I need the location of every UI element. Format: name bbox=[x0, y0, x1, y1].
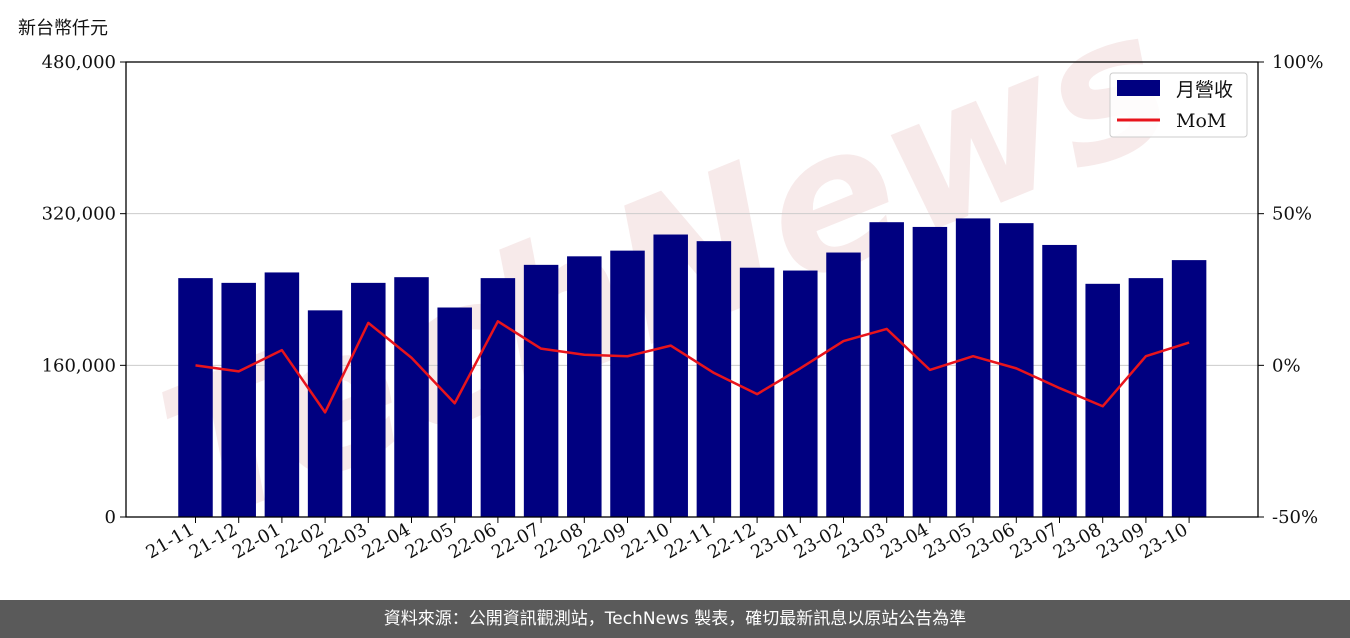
bar-22-02 bbox=[307, 310, 343, 517]
bar-22-12 bbox=[739, 267, 775, 517]
y-axis-unit-label: 新台幣仟元 bbox=[18, 18, 108, 39]
x-tick-label-23-02: 23-02 bbox=[791, 519, 846, 563]
legend-label-revenue: 月營收 bbox=[1176, 79, 1233, 101]
x-tick-label-23-08: 23-08 bbox=[1050, 519, 1105, 563]
legend-swatch-bar bbox=[1117, 80, 1160, 96]
bar-23-09 bbox=[1128, 278, 1164, 517]
y-left-tick-label: 320,000 bbox=[42, 204, 116, 225]
y-right-tick-label: 100% bbox=[1272, 52, 1323, 73]
x-tick-label-22-09: 22-09 bbox=[575, 519, 630, 563]
x-tick-label-22-11: 22-11 bbox=[661, 519, 716, 563]
x-tick-label-23-03: 23-03 bbox=[834, 519, 889, 563]
bar-23-01 bbox=[783, 270, 818, 517]
x-tick-label-23-07: 23-07 bbox=[1007, 519, 1062, 563]
y-left-tick-label: 160,000 bbox=[42, 355, 116, 376]
bar-22-08 bbox=[567, 256, 602, 517]
bar-22-06 bbox=[480, 278, 516, 517]
x-tick-label-21-11: 21-11 bbox=[143, 519, 198, 563]
bar-22-10 bbox=[653, 234, 688, 518]
x-tick-label-23-10: 23-10 bbox=[1136, 519, 1191, 563]
mom-line bbox=[195, 320, 1190, 414]
x-tick-label-23-09: 23-09 bbox=[1093, 519, 1148, 563]
bar-23-02 bbox=[826, 252, 861, 517]
x-tick-label-22-06: 22-06 bbox=[445, 519, 500, 563]
x-tick-label-22-07: 22-07 bbox=[488, 519, 543, 563]
x-tick-label-23-05: 23-05 bbox=[920, 519, 975, 563]
x-tick-label-22-08: 22-08 bbox=[531, 519, 586, 563]
x-tick-label-22-10: 22-10 bbox=[618, 519, 673, 563]
x-tick-label-23-04: 23-04 bbox=[877, 519, 932, 563]
legend-label-mom: MoM bbox=[1176, 110, 1226, 132]
x-tick-label-22-05: 22-05 bbox=[402, 519, 457, 563]
y-right-tick-label: -50% bbox=[1272, 507, 1318, 528]
bar-23-10 bbox=[1171, 260, 1207, 517]
bar-22-07 bbox=[523, 264, 559, 517]
bar-23-03 bbox=[869, 222, 904, 517]
y-right-tick-label: 0% bbox=[1272, 355, 1301, 376]
x-tick-label-22-12: 22-12 bbox=[704, 519, 759, 563]
source-footer: 資料來源：公開資訊觀測站，TechNews 製表，確切最新訊息以原站公告為準 bbox=[0, 600, 1350, 638]
bar-22-05 bbox=[437, 307, 472, 517]
x-tick-label-22-03: 22-03 bbox=[315, 519, 370, 563]
revenue-chart: TechNews0160,000320,000480,000-50%0%50%1… bbox=[42, 0, 1324, 568]
bar-23-05 bbox=[955, 218, 991, 517]
bar-22-03 bbox=[351, 282, 386, 517]
bar-22-09 bbox=[610, 250, 645, 517]
bar-22-01 bbox=[264, 272, 300, 517]
y-left-tick-label: 0 bbox=[105, 507, 116, 528]
bar-21-11 bbox=[178, 278, 213, 517]
legend: 月營收 MoM bbox=[1109, 72, 1248, 138]
bar-21-12 bbox=[221, 282, 256, 517]
y-left-tick-label: 480,000 bbox=[42, 52, 116, 73]
bar-23-07 bbox=[1042, 244, 1077, 517]
x-tick-label-22-04: 22-04 bbox=[359, 519, 414, 563]
bar-22-04 bbox=[394, 277, 429, 517]
x-tick-label-23-06: 23-06 bbox=[963, 519, 1018, 563]
bar-23-04 bbox=[912, 226, 948, 517]
bar-23-06 bbox=[999, 223, 1034, 518]
y-right-tick-label: 50% bbox=[1272, 204, 1312, 225]
x-tick-label-23-01: 23-01 bbox=[747, 519, 802, 563]
plot-frame bbox=[125, 61, 1259, 518]
